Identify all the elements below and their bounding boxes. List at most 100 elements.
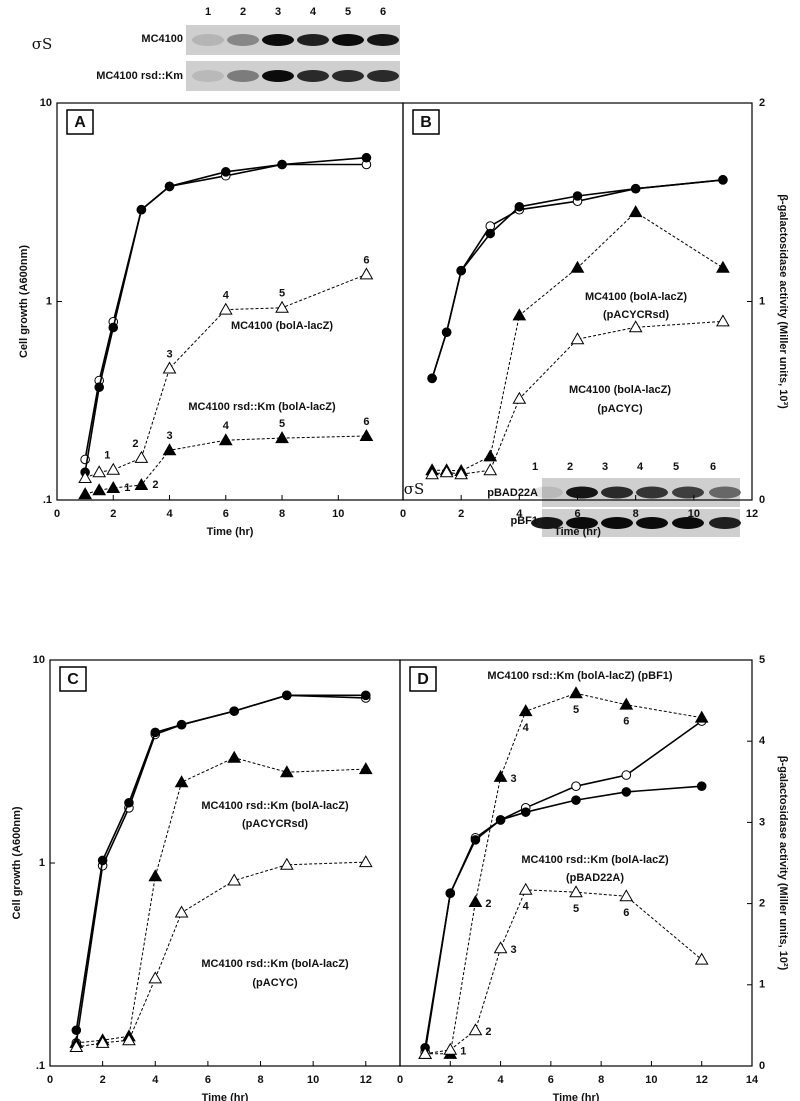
x-tick-label: 12 bbox=[746, 508, 758, 520]
x-tick-label: 8 bbox=[598, 1074, 604, 1086]
annotation: MC4100 rsd::Km (bolA-lacZ) bbox=[201, 800, 349, 812]
annotation: MC4100 (bolA-lacZ) bbox=[569, 384, 671, 396]
point bbox=[518, 704, 533, 717]
point-label: 5 bbox=[573, 903, 579, 915]
point bbox=[619, 697, 634, 710]
point bbox=[518, 882, 533, 895]
blot-band bbox=[332, 70, 364, 82]
point bbox=[227, 750, 242, 763]
annotation: (pACYC) bbox=[597, 403, 643, 415]
blot-band bbox=[262, 70, 294, 82]
point-label: 1 bbox=[104, 450, 110, 462]
point-label: 4 bbox=[223, 290, 230, 302]
y2-tick-label: 5 bbox=[759, 654, 765, 666]
point-label: 2 bbox=[485, 898, 491, 910]
y-tick-label: .1 bbox=[36, 1060, 45, 1072]
x-tick-label: 4 bbox=[152, 1074, 159, 1086]
plot-frame bbox=[402, 102, 753, 501]
point bbox=[279, 765, 294, 778]
blot-row-label: MC4100 bbox=[141, 33, 183, 45]
point-label: 6 bbox=[363, 254, 369, 266]
panel-letter: B bbox=[420, 114, 432, 131]
y2-tick-label: 2 bbox=[759, 97, 765, 109]
y-tick-label: 1 bbox=[39, 857, 45, 869]
panel-letter-box bbox=[412, 109, 440, 135]
point-label: 6 bbox=[623, 716, 629, 728]
blot-band bbox=[636, 486, 668, 499]
point bbox=[470, 835, 481, 845]
x-tick-label: 2 bbox=[458, 508, 464, 520]
point bbox=[570, 332, 585, 345]
point-label: 2 bbox=[485, 1026, 491, 1038]
blot-band bbox=[297, 70, 329, 82]
point-label: 1 bbox=[124, 482, 130, 494]
blot-band bbox=[227, 70, 259, 82]
lane-number: 5 bbox=[673, 461, 679, 473]
blot-symbol: σS bbox=[32, 35, 53, 53]
y2-axis-label: β-galactosidase activity (Miller units, … bbox=[777, 194, 789, 409]
point bbox=[277, 159, 287, 170]
point bbox=[124, 797, 134, 808]
blot-band bbox=[531, 517, 563, 529]
blot-band bbox=[297, 34, 329, 46]
point bbox=[514, 201, 525, 212]
blot-band bbox=[262, 34, 294, 46]
x-tick-label: 12 bbox=[360, 1074, 372, 1086]
x-tick-label: 4 bbox=[516, 508, 523, 520]
blot-band bbox=[192, 70, 224, 82]
point bbox=[569, 885, 583, 898]
panel-letter-box bbox=[66, 109, 94, 135]
point bbox=[418, 1046, 433, 1059]
point bbox=[630, 183, 641, 194]
x-tick-label: 10 bbox=[688, 508, 700, 520]
point bbox=[108, 322, 119, 333]
point bbox=[441, 327, 452, 338]
point-label: 4 bbox=[523, 722, 530, 734]
point-label: 5 bbox=[279, 418, 285, 430]
point bbox=[425, 467, 439, 480]
blot-band bbox=[566, 517, 598, 529]
blot-row-label: pBAD22A bbox=[487, 487, 538, 499]
point bbox=[495, 815, 506, 825]
blot-band bbox=[709, 486, 741, 499]
point bbox=[97, 855, 108, 866]
x-tick-label: 0 bbox=[397, 1074, 403, 1086]
y-axis-label: Cell growth (A600nm) bbox=[11, 806, 23, 919]
point bbox=[95, 1035, 110, 1048]
point bbox=[71, 1025, 82, 1036]
point-label: 1 bbox=[460, 1046, 466, 1058]
point bbox=[122, 1033, 136, 1046]
x-tick-label: 4 bbox=[166, 508, 173, 520]
point bbox=[571, 795, 581, 805]
point bbox=[218, 433, 233, 446]
point bbox=[78, 471, 92, 484]
point bbox=[443, 1042, 458, 1055]
blot-band bbox=[227, 34, 259, 46]
series-line bbox=[432, 320, 723, 475]
point bbox=[106, 462, 121, 475]
x-tick-label: 10 bbox=[332, 508, 344, 520]
lane-number: 3 bbox=[275, 6, 281, 18]
point-label: 3 bbox=[511, 773, 517, 785]
series-line bbox=[424, 785, 702, 1048]
point-label: 4 bbox=[523, 901, 530, 913]
blot-band bbox=[601, 486, 633, 499]
point bbox=[359, 429, 374, 442]
point bbox=[174, 775, 189, 788]
point bbox=[229, 706, 240, 716]
blot-band bbox=[367, 34, 399, 46]
point bbox=[106, 480, 121, 493]
x-axis-label: Time (hr) bbox=[207, 526, 254, 538]
annotation: (pACYCRsd) bbox=[603, 309, 669, 321]
x-tick-label: 8 bbox=[279, 508, 285, 520]
lane-number: 2 bbox=[240, 6, 246, 18]
plot-frame bbox=[399, 659, 753, 1067]
y2-tick-label: 1 bbox=[759, 295, 765, 307]
point bbox=[275, 300, 289, 313]
y-tick-label: 10 bbox=[40, 97, 52, 109]
x-tick-label: 2 bbox=[110, 508, 116, 520]
point bbox=[628, 205, 643, 218]
x-tick-label: 8 bbox=[633, 508, 639, 520]
x-tick-label: 6 bbox=[205, 1074, 211, 1086]
x-tick-label: 4 bbox=[498, 1074, 505, 1086]
